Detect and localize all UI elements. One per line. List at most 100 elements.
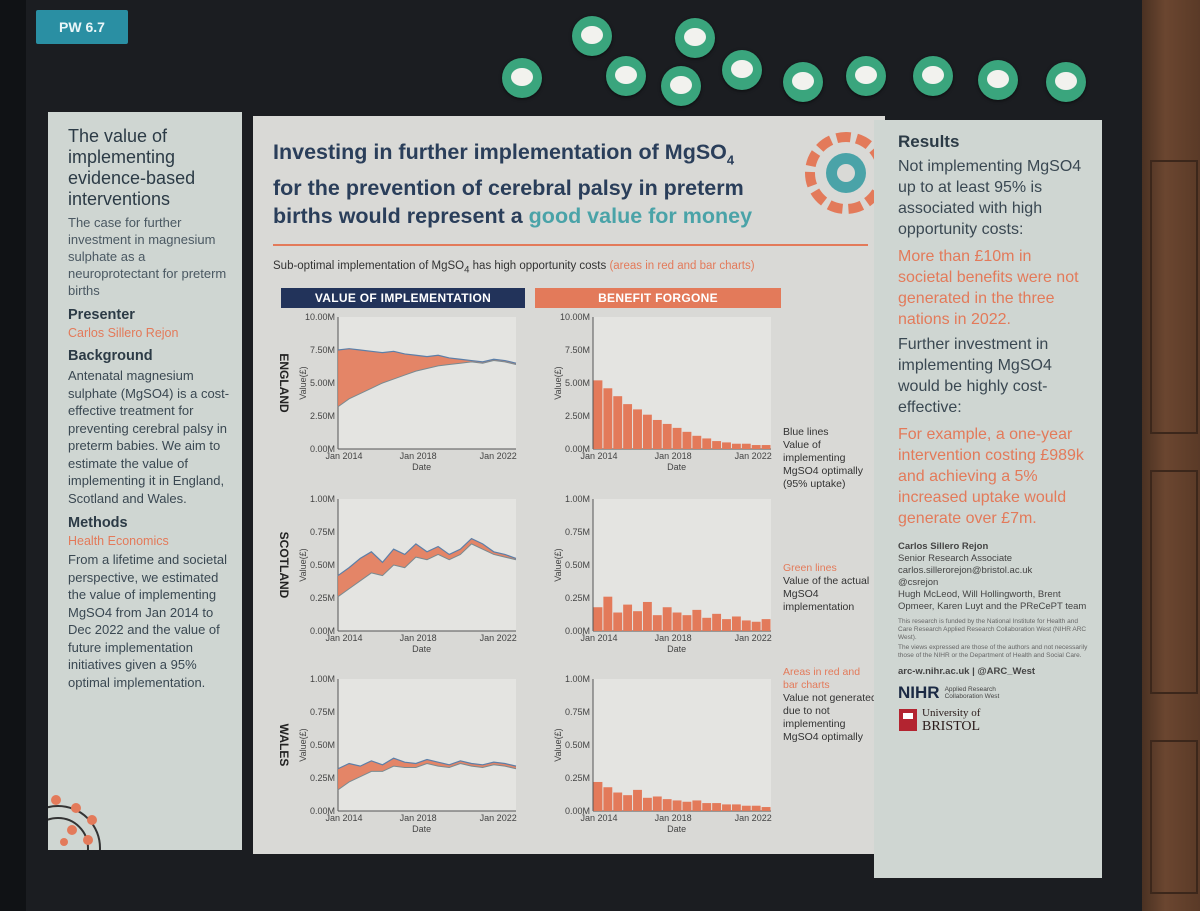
x-tick-label: Jan 2014 (580, 451, 617, 461)
x-axis-label: Date (412, 462, 431, 472)
x-tick-label: Jan 2022 (480, 633, 517, 643)
sticker-badge (572, 16, 612, 56)
y-tick-label: 7.50M (565, 345, 590, 355)
funding-note: This research is funded by the National … (898, 618, 1087, 641)
forgone-bar (633, 611, 642, 631)
x-tick-label: Jan 2018 (400, 633, 437, 643)
actual-line (337, 543, 517, 598)
forgone-bar (761, 619, 771, 631)
x-tick-label: Jan 2018 (655, 451, 692, 461)
actual-line (337, 360, 517, 408)
forgone-bar (593, 781, 603, 811)
forgone-bar (731, 443, 741, 449)
x-axis-label: Date (667, 644, 686, 654)
y-tick-label: 1.00M (310, 674, 335, 684)
forgone-bar (662, 607, 672, 631)
x-axis-label: Date (412, 824, 431, 834)
x-tick-label: Jan 2018 (655, 633, 692, 643)
wood-panel-wall (1142, 0, 1200, 911)
author-role: Senior Research Associate (898, 553, 1013, 564)
y-tick-label: 1.00M (310, 494, 335, 504)
forgone-bar (712, 803, 722, 811)
presenter-heading: Presenter (68, 307, 135, 323)
y-tick-label: 0.00M (565, 444, 590, 454)
left-title: The value of implementing evidence-based… (68, 126, 196, 209)
y-tick-label: 0.25M (565, 773, 590, 783)
forgone-bar (702, 617, 712, 631)
y-tick-label: 0.75M (565, 707, 590, 717)
y-axis-label: Value(£) (553, 366, 563, 399)
author-handle: @csrejon (898, 577, 939, 588)
x-axis-label: Date (667, 462, 686, 472)
region-label: SCOTLAND (277, 532, 291, 599)
results-highlight-1: More than £10m in societal benefits were… (898, 248, 1079, 328)
author-name: Carlos Sillero Rejon (898, 541, 989, 552)
optimal-line (337, 537, 517, 577)
y-tick-label: 2.50M (310, 411, 335, 421)
sticker-badge (783, 62, 823, 102)
y-tick-label: 0.00M (310, 444, 335, 454)
x-tick-label: Jan 2022 (735, 451, 772, 461)
y-tick-label: 1.00M (565, 494, 590, 504)
forgone-bar (603, 596, 613, 631)
results-heading: Results (898, 132, 960, 151)
website-link[interactable]: arc-w.nihr.ac.uk | @ARC_West (898, 666, 1036, 677)
y-tick-label: 1.00M (565, 674, 590, 684)
y-tick-label: 2.50M (565, 411, 590, 421)
charts-grid: 0.00M 2.50M 5.00M 7.50M 10.00M Jan 2014 Jan 20… (277, 312, 772, 834)
sticker-badge (675, 18, 715, 58)
y-tick-label: 0.50M (565, 740, 590, 750)
forgone-bar (652, 419, 662, 449)
forgone-bar (623, 404, 633, 449)
y-tick-label: 0.00M (310, 626, 335, 636)
forgone-bar (761, 807, 771, 811)
y-tick-label: 0.75M (310, 707, 335, 717)
region-label: ENGLAND (277, 353, 291, 413)
sticker-badge (846, 56, 886, 96)
y-tick-label: 0.75M (565, 527, 590, 537)
forgone-bar (692, 435, 702, 449)
note-blue-lines: Blue lines Value of implementing MgSO4 o… (783, 426, 863, 490)
left-subtitle: The case for further investment in magne… (68, 215, 227, 298)
plot-area (593, 317, 771, 449)
forgone-bar (751, 621, 761, 631)
forgone-bar (672, 800, 682, 811)
forgone-bar (731, 616, 741, 631)
x-tick-label: Jan 2018 (400, 813, 437, 823)
forgone-bar (731, 804, 741, 811)
x-tick-label: Jan 2014 (580, 813, 617, 823)
forgone-bar (751, 445, 761, 449)
forgone-bar (741, 805, 751, 811)
y-tick-label: 0.25M (310, 593, 335, 603)
left-column: The value of implementing evidence-based… (48, 112, 242, 850)
main-title: Investing in further implementation of M… (273, 140, 753, 229)
sticker-badge (913, 56, 953, 96)
poster: The value of implementing evidence-based… (48, 110, 1103, 880)
forgone-bar (623, 795, 633, 811)
x-tick-label: Jan 2022 (480, 451, 517, 461)
forgone-bar (682, 615, 692, 631)
nihr-logo: NIHR Applied Research Collaboration West (898, 683, 1000, 702)
sticker-badge (978, 60, 1018, 100)
x-tick-label: Jan 2018 (655, 813, 692, 823)
y-tick-label: 7.50M (310, 345, 335, 355)
sticker-badge (722, 50, 762, 90)
y-tick-label: 0.00M (565, 806, 590, 816)
y-axis-label: Value(£) (298, 548, 308, 581)
x-tick-label: Jan 2018 (400, 451, 437, 461)
bristol-logo: University of BRISTOL (898, 707, 1090, 734)
gap-area (338, 348, 516, 407)
charts-subheading: Sub-optimal implementation of MgSO4 has … (273, 260, 755, 276)
presenter-name: Carlos Sillero Rejon (68, 326, 179, 340)
forgone-bar (751, 805, 761, 811)
results-text-1: Not implementing MgSO4 up to at least 95… (898, 158, 1082, 238)
forgone-bar (722, 619, 731, 631)
y-tick-label: 0.00M (310, 806, 335, 816)
author-email[interactable]: carlos.sillerorejon@bristol.ac.uk (898, 565, 1033, 576)
y-axis-label: Value(£) (553, 548, 563, 581)
x-axis-label: Date (667, 824, 686, 834)
y-axis-label: Value(£) (553, 728, 563, 761)
forgone-bar (603, 787, 613, 811)
methods-text: From a lifetime and societal perspective… (68, 552, 227, 690)
gap-area (338, 538, 516, 597)
